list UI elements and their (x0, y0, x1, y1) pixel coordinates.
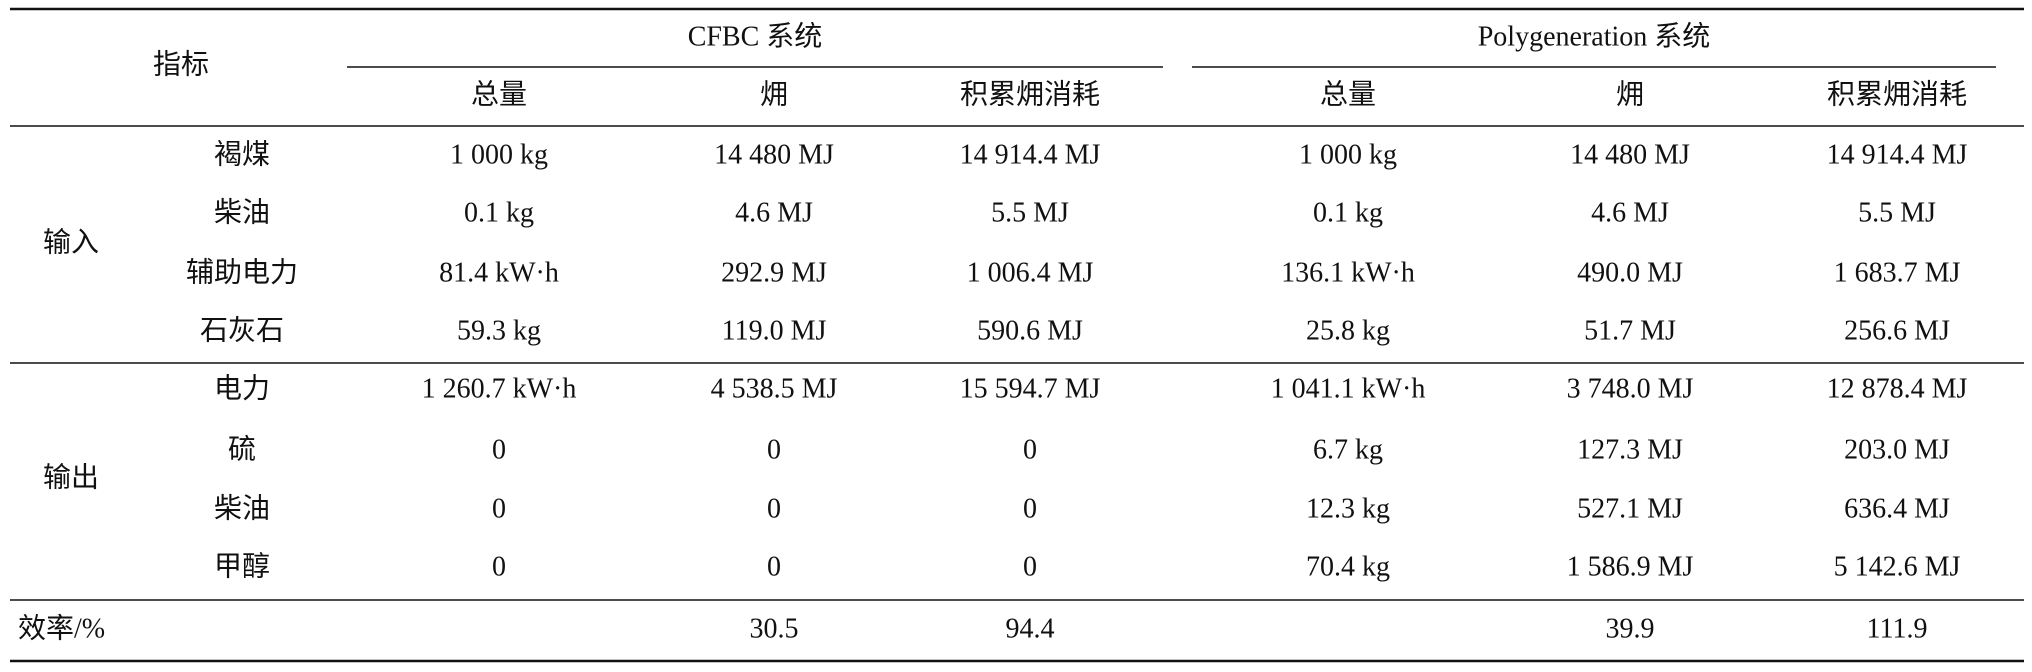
cell: 39.9 (1606, 613, 1655, 644)
cell: 3 748.0 MJ (1567, 373, 1694, 404)
cell: 527.1 MJ (1577, 493, 1683, 524)
index-header: 指标 (153, 48, 209, 80)
cell: 5.5 MJ (991, 197, 1069, 228)
group-header: Polygeneration 系统 (1478, 20, 1711, 52)
column-header: 总量 (471, 78, 527, 110)
row-name: 褐煤 (214, 138, 270, 170)
cell: 203.0 MJ (1844, 434, 1950, 465)
cell: 14 480 MJ (714, 139, 834, 170)
cell: 0 (767, 434, 781, 465)
cell: 1 041.1 kW·h (1271, 373, 1426, 404)
cell: 81.4 kW·h (439, 257, 559, 288)
cell: 30.5 (750, 613, 799, 644)
row-name: 硫 (228, 433, 256, 465)
cell: 119.0 MJ (722, 315, 827, 346)
cell: 14 914.4 MJ (1827, 139, 1968, 170)
cell: 1 260.7 kW·h (422, 373, 577, 404)
cell: 14 914.4 MJ (960, 139, 1101, 170)
section-label: 输出 (43, 461, 99, 493)
cell: 5.5 MJ (1858, 197, 1936, 228)
column-header: 总量 (1320, 78, 1376, 110)
row-name: 柴油 (214, 196, 270, 228)
cell: 4 538.5 MJ (711, 373, 838, 404)
cell: 94.4 (1006, 613, 1055, 644)
section-label: 输入 (43, 226, 99, 258)
cell: 15 594.7 MJ (960, 373, 1101, 404)
cell: 1 000 kg (1299, 139, 1397, 170)
cell: 0 (492, 434, 506, 465)
group-header: CFBC 系统 (688, 20, 823, 52)
cell: 490.0 MJ (1577, 257, 1683, 288)
cell: 1 000 kg (450, 139, 548, 170)
cell: 5 142.6 MJ (1834, 551, 1961, 582)
cell: 0 (1023, 551, 1037, 582)
cell: 636.4 MJ (1844, 493, 1950, 524)
cell: 1 006.4 MJ (967, 257, 1094, 288)
cell: 111.9 (1867, 613, 1928, 644)
cell: 1 683.7 MJ (1834, 257, 1961, 288)
cell: 127.3 MJ (1577, 434, 1683, 465)
column-header: 积累㶲消耗 (960, 78, 1100, 110)
footer-label: 效率/% (18, 612, 105, 644)
cell: 0 (1023, 493, 1037, 524)
cell: 0 (1023, 434, 1037, 465)
cell: 70.4 kg (1306, 551, 1390, 582)
column-header: 㶲 (760, 78, 788, 110)
cell: 136.1 kW·h (1281, 257, 1415, 288)
cell: 256.6 MJ (1844, 315, 1950, 346)
cell: 14 480 MJ (1570, 139, 1690, 170)
cell: 25.8 kg (1306, 315, 1390, 346)
cell: 12 878.4 MJ (1827, 373, 1968, 404)
cell: 292.9 MJ (721, 257, 827, 288)
column-header: 㶲 (1616, 78, 1644, 110)
cell: 4.6 MJ (735, 197, 813, 228)
cell: 0.1 kg (1313, 197, 1383, 228)
row-name: 电力 (214, 372, 270, 404)
cell: 51.7 MJ (1584, 315, 1676, 346)
cell: 0 (492, 551, 506, 582)
row-name: 柴油 (214, 492, 270, 524)
cell: 1 586.9 MJ (1567, 551, 1694, 582)
cell: 59.3 kg (457, 315, 541, 346)
cell: 0.1 kg (464, 197, 534, 228)
cell: 0 (492, 493, 506, 524)
cell: 4.6 MJ (1591, 197, 1669, 228)
cell: 0 (767, 551, 781, 582)
cell: 0 (767, 493, 781, 524)
cell: 6.7 kg (1313, 434, 1383, 465)
column-header: 积累㶲消耗 (1827, 78, 1967, 110)
cell: 12.3 kg (1306, 493, 1390, 524)
row-name: 石灰石 (200, 314, 284, 346)
row-name: 甲醇 (214, 550, 270, 582)
row-name: 辅助电力 (186, 256, 298, 288)
cell: 590.6 MJ (977, 315, 1083, 346)
